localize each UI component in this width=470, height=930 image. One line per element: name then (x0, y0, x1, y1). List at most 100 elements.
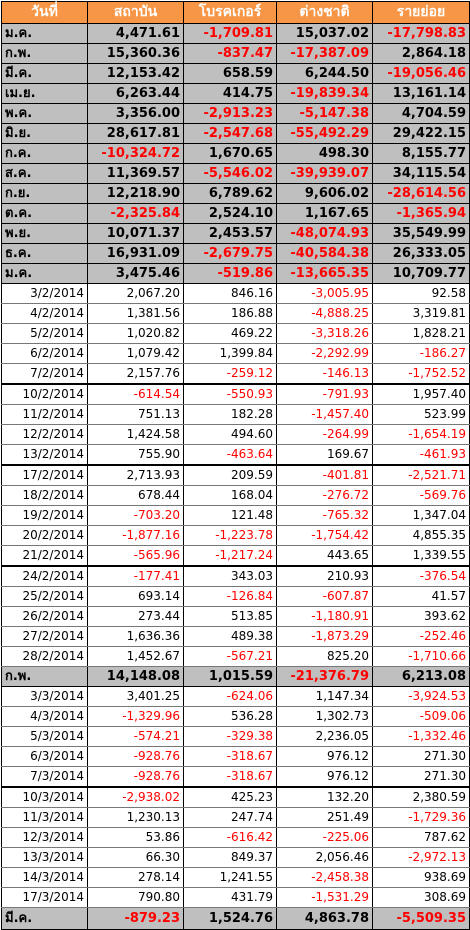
institution-cell: 1,230.13 (87, 807, 184, 828)
month-summary-row: มี.ค. 12,153.42 658.59 6,244.50 -19,056.46 (1, 63, 470, 84)
retail-cell: 41.57 (372, 586, 470, 607)
broker-cell: -5,546.02 (183, 163, 277, 184)
institution-cell: 15,360.36 (87, 43, 184, 64)
institution-cell: -2,938.02 (87, 786, 184, 808)
institution-cell: 1,424.58 (87, 424, 184, 445)
date-cell: 13/3/2014 (1, 847, 88, 868)
institution-cell: -928.76 (87, 766, 184, 788)
date-cell: ส.ค. (1, 163, 88, 184)
month-summary-row: พ.ย. 10,071.37 2,453.57 -48,074.93 35,549.99 (1, 223, 470, 244)
daily-row: 10/3/2014 -2,938.02 425.23 132.20 2,380.59 (1, 786, 470, 808)
foreign-cell: 443.65 (276, 545, 373, 567)
institution-cell: 2,157.76 (87, 363, 184, 385)
date-cell: 19/2/2014 (1, 505, 88, 526)
institution-cell: 1,452.67 (87, 646, 184, 667)
date-cell: 28/2/2014 (1, 646, 88, 667)
date-cell: 10/3/2014 (1, 786, 88, 808)
month-summary-row: ส.ค. 11,369.57 -5,546.02 -39,939.07 34,115.5… (1, 163, 470, 184)
retail-cell: -1,654.19 (372, 424, 470, 445)
broker-cell: 489.38 (183, 626, 277, 647)
institution-cell: -1,329.96 (87, 706, 184, 727)
retail-cell: 3,319.81 (372, 303, 470, 324)
foreign-cell: -791.93 (276, 383, 373, 405)
broker-cell: 1,524.76 (183, 907, 277, 930)
retail-cell: 938.69 (372, 867, 470, 888)
daily-row: 28/2/2014 1,452.67 -567.21 825.20 -1,710.66 (1, 646, 470, 667)
retail-cell: 13,161.14 (372, 83, 470, 104)
retail-cell: -569.76 (372, 485, 470, 506)
institution-cell: 1,381.56 (87, 303, 184, 324)
institution-cell: -177.41 (87, 565, 184, 587)
daily-row: 25/2/2014 693.14 -126.84 -607.87 41.57 (1, 586, 470, 607)
foreign-cell: 1,167.65 (276, 203, 373, 224)
retail-cell: -3,924.53 (372, 686, 470, 707)
daily-row: 17/2/2014 2,713.93 209.59 -401.81 -2,521.71 (1, 464, 470, 486)
foreign-cell: 2,056.46 (276, 847, 373, 868)
date-cell: ต.ค. (1, 203, 88, 224)
daily-row: 6/2/2014 1,079.42 1,399.84 -2,292.99 -186.27 (1, 343, 470, 364)
foreign-cell: -3,318.26 (276, 323, 373, 344)
retail-cell: 787.62 (372, 827, 470, 848)
foreign-cell: -21,376.79 (276, 666, 373, 687)
date-cell: 5/3/2014 (1, 726, 88, 747)
broker-cell: 182.28 (183, 404, 277, 425)
foreign-cell: -39,939.07 (276, 163, 373, 184)
institution-cell: 273.44 (87, 606, 184, 627)
month-summary-row: ต.ค. -2,325.84 2,524.10 1,167.65 -1,365.94 (1, 203, 470, 224)
date-cell: 26/2/2014 (1, 606, 88, 627)
daily-row: 3/3/2014 3,401.25 -624.06 1,147.34 -3,924.53 (1, 686, 470, 707)
broker-cell: -519.86 (183, 263, 277, 284)
broker-cell: -2,679.75 (183, 243, 277, 264)
broker-cell: 1,399.84 (183, 343, 277, 364)
institution-cell: 11,369.57 (87, 163, 184, 184)
daily-row: 19/2/2014 -703.20 121.48 -765.32 1,347.04 (1, 505, 470, 526)
daily-row: 20/2/2014 -1,877.16 -1,223.78 -1,754.42 4,85… (1, 525, 470, 546)
institution-cell: -565.96 (87, 545, 184, 567)
broker-cell: 168.04 (183, 485, 277, 506)
foreign-cell: -276.72 (276, 485, 373, 506)
date-cell: ธ.ค. (1, 243, 88, 264)
broker-cell: 2,524.10 (183, 203, 277, 224)
daily-row: 12/3/2014 53.86 -616.42 -225.06 787.62 (1, 827, 470, 848)
daily-row: 4/3/2014 -1,329.96 536.28 1,302.73 -509.06 (1, 706, 470, 727)
institution-cell: 693.14 (87, 586, 184, 607)
institution-cell: 2,713.93 (87, 464, 184, 486)
foreign-cell: 132.20 (276, 786, 373, 808)
foreign-cell: -55,492.29 (276, 123, 373, 144)
date-cell: มิ.ย. (1, 123, 88, 144)
broker-cell: -1,709.81 (183, 23, 277, 44)
broker-cell: -1,223.78 (183, 525, 277, 546)
retail-cell: 6,213.08 (372, 666, 470, 687)
institution-cell: 12,153.42 (87, 63, 184, 84)
institution-cell: 3,401.25 (87, 686, 184, 707)
daily-row: 10/2/2014 -614.54 -550.93 -791.93 1,957.40 (1, 383, 470, 405)
institution-cell: 755.90 (87, 444, 184, 466)
date-cell: ก.พ. (1, 43, 88, 64)
institution-cell: 16,931.09 (87, 243, 184, 264)
broker-cell: -259.12 (183, 363, 277, 385)
date-cell: ม.ค. (1, 263, 88, 284)
date-cell: พ.ค. (1, 103, 88, 124)
retail-cell: -461.93 (372, 444, 470, 466)
month-summary-row: ม.ค. 4,471.61 -1,709.81 15,037.02 -17,798.83 (1, 23, 470, 44)
broker-cell: 494.60 (183, 424, 277, 445)
date-cell: 7/3/2014 (1, 766, 88, 788)
institution-cell: 678.44 (87, 485, 184, 506)
retail-cell: 1,339.55 (372, 545, 470, 567)
broker-cell: 414.75 (183, 83, 277, 104)
institution-cell: 2,067.20 (87, 283, 184, 304)
broker-cell: -329.38 (183, 726, 277, 747)
date-cell: 7/2/2014 (1, 363, 88, 385)
broker-cell: 343.03 (183, 565, 277, 587)
date-cell: 20/2/2014 (1, 525, 88, 546)
foreign-cell: -4,888.25 (276, 303, 373, 324)
institution-cell: 3,475.46 (87, 263, 184, 284)
header-foreign: ต่างชาติ (276, 1, 373, 24)
broker-cell: 849.37 (183, 847, 277, 868)
broker-cell: -837.47 (183, 43, 277, 64)
broker-cell: 2,453.57 (183, 223, 277, 244)
header-institution: สถาบัน (87, 1, 184, 24)
date-cell: 25/2/2014 (1, 586, 88, 607)
date-cell: ก.พ. (1, 666, 88, 687)
